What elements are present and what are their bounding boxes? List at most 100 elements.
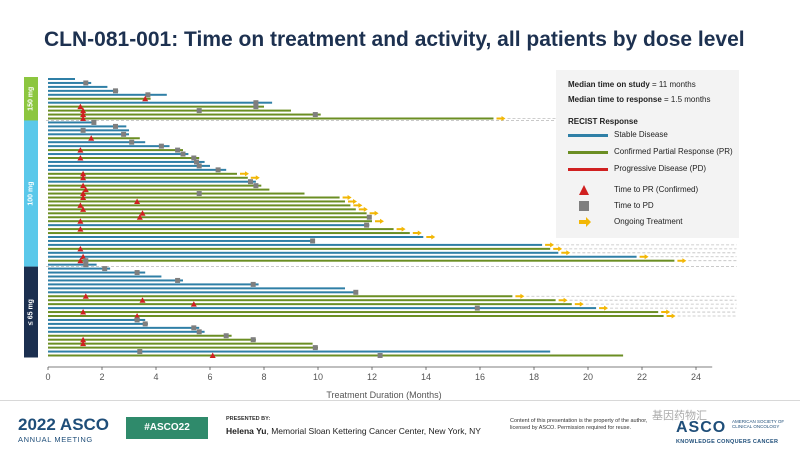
patient-bar	[48, 101, 273, 104]
pr-marker	[80, 206, 87, 212]
patient-bar	[48, 346, 318, 349]
pd-marker	[191, 155, 197, 161]
patient-bar	[48, 350, 551, 353]
ongoing-arrow	[348, 198, 357, 204]
square-icon	[579, 201, 589, 211]
pr-marker	[209, 352, 216, 358]
pd-marker	[180, 151, 186, 157]
x-tick-label: 0	[45, 372, 50, 382]
asco-meeting: ANNUAL MEETING	[18, 435, 93, 444]
patient-bar	[48, 113, 321, 116]
ongoing-arrow	[574, 301, 584, 307]
patient-bar	[48, 322, 148, 325]
legend-swatch-stable	[568, 134, 608, 137]
ongoing-arrow	[353, 202, 363, 208]
patient-bar	[48, 330, 205, 333]
patient-bar	[48, 129, 129, 132]
patient-bar	[48, 224, 370, 227]
patient-bar	[48, 220, 372, 223]
pd-marker	[253, 183, 259, 189]
patient-bar	[48, 299, 556, 302]
ongoing-arrow	[412, 230, 422, 236]
pd-marker	[474, 305, 480, 311]
footer: 2022 ASCO ANNUAL MEETING #ASCO22 PRESENT…	[0, 400, 800, 450]
patient-bar	[48, 239, 313, 242]
patient-bar	[48, 263, 97, 266]
patient-bar	[48, 157, 200, 159]
ongoing-arrow	[661, 309, 671, 315]
pd-marker	[250, 281, 256, 287]
ongoing-arrow	[342, 195, 352, 200]
x-tick-label: 16	[475, 372, 485, 382]
ongoing-arrow	[515, 293, 525, 299]
x-tick-label: 6	[207, 372, 212, 382]
pr-marker	[82, 293, 89, 299]
patient-bar	[48, 176, 248, 179]
pd-marker	[194, 159, 199, 165]
patient-bar	[48, 334, 232, 337]
patient-bar	[48, 105, 264, 108]
pd-marker	[145, 92, 151, 98]
patient-bar	[48, 287, 345, 290]
patient-bar	[48, 291, 356, 294]
x-axis-label: Treatment Duration (Months)	[326, 390, 441, 400]
pr-marker	[80, 194, 87, 200]
ongoing-arrow	[496, 116, 506, 121]
presented-by-label: PRESENTED BY:	[226, 416, 271, 422]
x-tick-label: 18	[529, 372, 539, 382]
patient-bar	[48, 311, 659, 314]
pd-marker	[312, 112, 318, 118]
pd-marker	[196, 163, 202, 169]
pd-marker	[366, 214, 372, 220]
legend-box: Median time on study = 11 months Median …	[556, 70, 739, 238]
patient-bar	[48, 303, 572, 306]
patient-bar	[48, 267, 111, 270]
bars-layer	[48, 78, 675, 357]
median-response: Median time to response = 1.5 months	[568, 95, 711, 104]
x-tick-label: 10	[313, 372, 323, 382]
pr-marker	[77, 257, 84, 264]
dose-band	[24, 120, 38, 267]
patient-bar	[48, 354, 624, 357]
patient-bar	[48, 318, 146, 321]
x-tick-label: 8	[261, 372, 266, 382]
pd-marker	[121, 131, 127, 137]
patient-bar	[48, 236, 424, 238]
ongoing-arrow	[561, 250, 571, 256]
dose-band	[24, 266, 38, 358]
ongoing-arrow	[358, 206, 368, 212]
x-tick-label: 2	[99, 372, 104, 382]
ongoing-arrow	[558, 297, 568, 303]
pr-marker	[80, 170, 87, 177]
pr-marker	[82, 186, 89, 193]
pd-marker	[83, 262, 89, 268]
patient-bar	[48, 243, 543, 246]
copyright-notice: Content of this presentation is the prop…	[510, 418, 648, 431]
patient-bar	[48, 232, 410, 235]
patient-bar	[48, 196, 340, 199]
presenter: Helena Yu, Memorial Sloan Kettering Canc…	[226, 426, 481, 436]
patient-bar	[48, 160, 205, 163]
pr-marker	[80, 340, 87, 347]
patient-bar	[48, 342, 313, 345]
patient-bar	[48, 180, 256, 183]
ongoing-arrow	[396, 226, 406, 232]
pd-marker	[312, 345, 318, 351]
ongoing-arrow	[677, 258, 687, 264]
pd-marker	[248, 179, 253, 185]
pr-marker	[134, 198, 141, 204]
pr-marker	[190, 301, 197, 307]
watermark: 基因药物汇	[652, 410, 707, 422]
pr-marker	[139, 297, 146, 303]
pr-marker	[136, 214, 143, 220]
pd-marker	[83, 258, 89, 264]
pd-marker	[137, 349, 143, 355]
triangle-icon	[579, 185, 589, 195]
pr-marker	[80, 253, 87, 260]
pd-marker	[223, 333, 229, 339]
asco-logo: ASCO	[676, 419, 727, 436]
ongoing-arrow	[250, 175, 260, 181]
dose-band-label: 150 mg	[28, 87, 35, 111]
ongoing-arrow	[666, 313, 676, 319]
